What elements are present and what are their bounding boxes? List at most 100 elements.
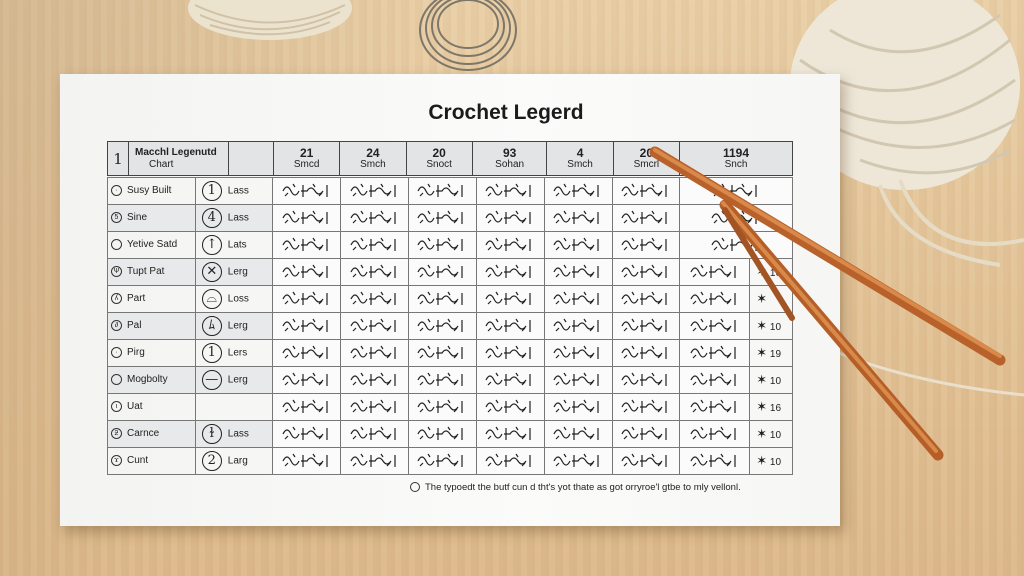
- chart-cell: [340, 447, 409, 475]
- twine-coil: [419, 0, 517, 71]
- stitch-symbols-icon: [485, 399, 531, 413]
- stitch-symbols-icon: [349, 318, 396, 332]
- stitch-symbols-icon: [553, 291, 599, 305]
- stitch-symbols-icon: [417, 318, 463, 332]
- chart-cell: [407, 312, 477, 340]
- yarn-ball-top-left: [188, 0, 352, 40]
- stitch-symbols-icon: [485, 291, 531, 305]
- chart-cell: [475, 258, 545, 286]
- stitch-symbols-icon: [621, 264, 667, 278]
- stitch-symbols-icon: [349, 453, 396, 467]
- stitch-symbols-icon: [282, 345, 328, 359]
- stitch-symbols-icon: [349, 345, 396, 359]
- chart-cell: [611, 312, 681, 340]
- stitch-symbol-icon: ↑: [201, 235, 222, 255]
- stitch-symbols-icon: [417, 237, 463, 251]
- stitch-symbols-icon: [690, 318, 736, 332]
- chart-cell: [407, 366, 477, 394]
- chart-cell: [679, 312, 751, 340]
- stitch-symbols-icon: [349, 372, 396, 386]
- chart-cell: [679, 339, 751, 367]
- legend-stitch-name: ı Uat: [107, 393, 196, 421]
- stitch-symbols-icon: [417, 399, 463, 413]
- legend-stitch-name: ϫ Cunt: [107, 447, 196, 475]
- chart-title: Crochet Legerd: [428, 101, 584, 124]
- stitch-symbols-icon: [690, 264, 736, 278]
- row-count: ✶ 10: [749, 312, 793, 340]
- chart-cell: [272, 420, 342, 448]
- chart-cell: [543, 447, 613, 475]
- stitch-symbols-icon: [690, 453, 736, 467]
- stitch-symbols-icon: [553, 453, 599, 467]
- stitch-mark-icon: Ψ: [111, 266, 122, 278]
- chart-header: 1 Macchl Legenutd Chart 21 Smcd 24 Smch 20 S…: [107, 141, 793, 176]
- header-col: 20 Snoct: [405, 141, 473, 176]
- stitch-symbols-icon: [417, 426, 463, 440]
- stitch-mark-icon: ı: [111, 401, 122, 413]
- chart-cell: [611, 393, 681, 421]
- chart-cell: [679, 447, 751, 475]
- stitch-symbols-icon: [621, 426, 667, 440]
- legend-row: ∂ Pal ﾑ Lerg ✶ 10: [107, 312, 793, 340]
- stitch-symbol-icon: 1: [201, 343, 222, 363]
- chart-cell: [543, 258, 613, 286]
- header-blank: [228, 141, 274, 176]
- stitch-symbols-icon: [485, 345, 531, 359]
- header-col: 21 Smcd: [272, 141, 341, 176]
- stitch-symbols-icon: [349, 264, 396, 278]
- chart-cell: [543, 177, 613, 205]
- stitch-symbols-icon: [553, 345, 599, 359]
- stitch-mark-icon: ʎ: [111, 293, 122, 305]
- chart-cell: [475, 285, 545, 313]
- chart-cell: [475, 339, 545, 367]
- legend-row: Yetive Satd ↑ Lats: [107, 231, 793, 259]
- chart-cell: [475, 204, 545, 232]
- chart-cell: [272, 177, 342, 205]
- stitch-symbols-icon: [349, 210, 396, 224]
- stitch-symbols-icon: [553, 237, 599, 251]
- chart-cell: [340, 312, 409, 340]
- chart-cell: [407, 204, 477, 232]
- chart-cell: [272, 339, 342, 367]
- stitch-symbols-icon: [621, 345, 667, 359]
- stitch-symbols-icon: [417, 183, 463, 197]
- stitch-symbols-icon: [485, 210, 531, 224]
- chart-cell: [272, 393, 342, 421]
- stitch-mark-icon: [111, 374, 122, 386]
- chart-cell: [611, 258, 681, 286]
- stitch-symbols-icon: [690, 426, 736, 440]
- chart-cell: [407, 393, 477, 421]
- chart-cell: [475, 420, 545, 448]
- stitch-symbol-icon: ✕: [201, 262, 222, 282]
- legend-row: · Pirg 1 Lers ✶ 19: [107, 339, 793, 367]
- legend-symbol: 4 Lass: [194, 204, 274, 232]
- chart-cell: [340, 204, 409, 232]
- chart-cell: [475, 393, 545, 421]
- chart-cell: [543, 312, 613, 340]
- stitch-symbols-icon: [690, 372, 736, 386]
- stitch-symbols-icon: [417, 210, 463, 224]
- stitch-symbols-icon: [282, 183, 328, 197]
- chart-cell: [272, 258, 342, 286]
- stitch-symbols-icon: [690, 345, 736, 359]
- chart-cell: [340, 258, 409, 286]
- legend-symbol: ﾑ Lerg: [194, 312, 274, 340]
- chart-cell: [340, 177, 409, 205]
- chart-cell: [407, 339, 477, 367]
- legend-symbol: ↑ Lats: [194, 231, 274, 259]
- legend-symbol: 2 Larg: [194, 447, 274, 475]
- chart-cell: [611, 204, 681, 232]
- legend-symbol: ✕ Lerg: [194, 258, 274, 286]
- stitch-symbols-icon: [417, 453, 463, 467]
- stitch-symbols-icon: [621, 453, 667, 467]
- stitch-symbols-icon: [417, 291, 463, 305]
- stitch-symbols-icon: [621, 210, 667, 224]
- stitch-symbols-icon: [485, 426, 531, 440]
- chart-cell: [475, 231, 545, 259]
- chart-cell: [543, 393, 613, 421]
- chart-cell: [679, 231, 793, 259]
- stitch-symbols-icon: [690, 291, 736, 305]
- chart-cell: [340, 366, 409, 394]
- stitch-symbol-icon: ⌓: [201, 289, 222, 309]
